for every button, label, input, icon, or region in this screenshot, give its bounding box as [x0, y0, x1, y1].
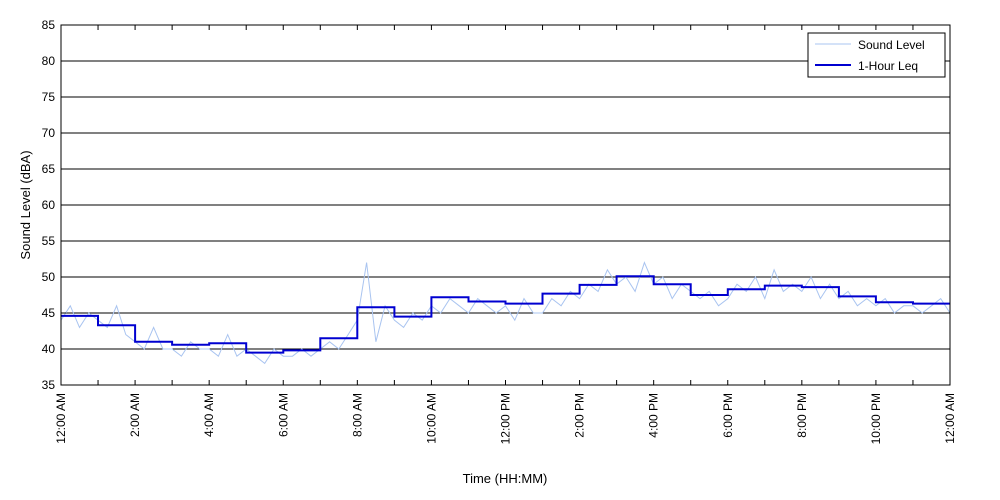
x-tick-label: 6:00 PM — [721, 393, 735, 438]
x-tick-label: 4:00 AM — [202, 393, 216, 437]
x-axis-label: Time (HH:MM) — [463, 471, 548, 486]
sound-level-line — [60, 261, 951, 365]
x-tick-label: 12:00 PM — [499, 393, 513, 444]
y-tick-label: 50 — [42, 270, 56, 284]
leq-series — [61, 275, 950, 354]
x-axis-ticks: 12:00 AM 2:00 AM 4:00 AM 6:00 AM 8:00 AM 10:0… — [54, 25, 957, 444]
y-tick-label: 40 — [42, 342, 56, 356]
legend: Sound Level 1-Hour Leq — [807, 32, 946, 78]
y-tick-label: 75 — [42, 90, 56, 104]
legend-label-leq: 1-Hour Leq — [858, 59, 918, 73]
x-tick-label: 12:00 AM — [943, 393, 957, 444]
y-tick-label: 70 — [42, 126, 56, 140]
y-tick-label: 65 — [42, 162, 56, 176]
x-tick-label: 2:00 PM — [573, 393, 587, 438]
y-axis-label: Sound Level (dBA) — [18, 150, 33, 259]
y-tick-label: 35 — [42, 378, 56, 392]
x-tick-label: 4:00 PM — [647, 393, 661, 438]
x-tick-label: 10:00 PM — [869, 393, 883, 444]
x-tick-label: 10:00 AM — [424, 393, 438, 444]
y-axis-ticks: 35 40 45 50 55 60 65 70 75 80 85 — [42, 18, 950, 392]
legend-label-sound-level: Sound Level — [858, 38, 925, 52]
leq-line — [61, 275, 950, 354]
sound-level-series — [60, 261, 951, 365]
y-tick-label: 60 — [42, 198, 56, 212]
legend-box — [807, 32, 946, 78]
x-tick-label: 8:00 AM — [350, 393, 364, 437]
x-tick-label: 8:00 PM — [795, 393, 809, 438]
x-tick-label: 6:00 AM — [276, 393, 290, 437]
y-tick-label: 85 — [42, 18, 56, 32]
y-tick-label: 45 — [42, 306, 56, 320]
x-tick-label: 12:00 AM — [54, 393, 68, 444]
y-tick-label: 80 — [42, 54, 56, 68]
y-tick-label: 55 — [42, 234, 56, 248]
x-tick-label: 2:00 AM — [128, 393, 142, 437]
